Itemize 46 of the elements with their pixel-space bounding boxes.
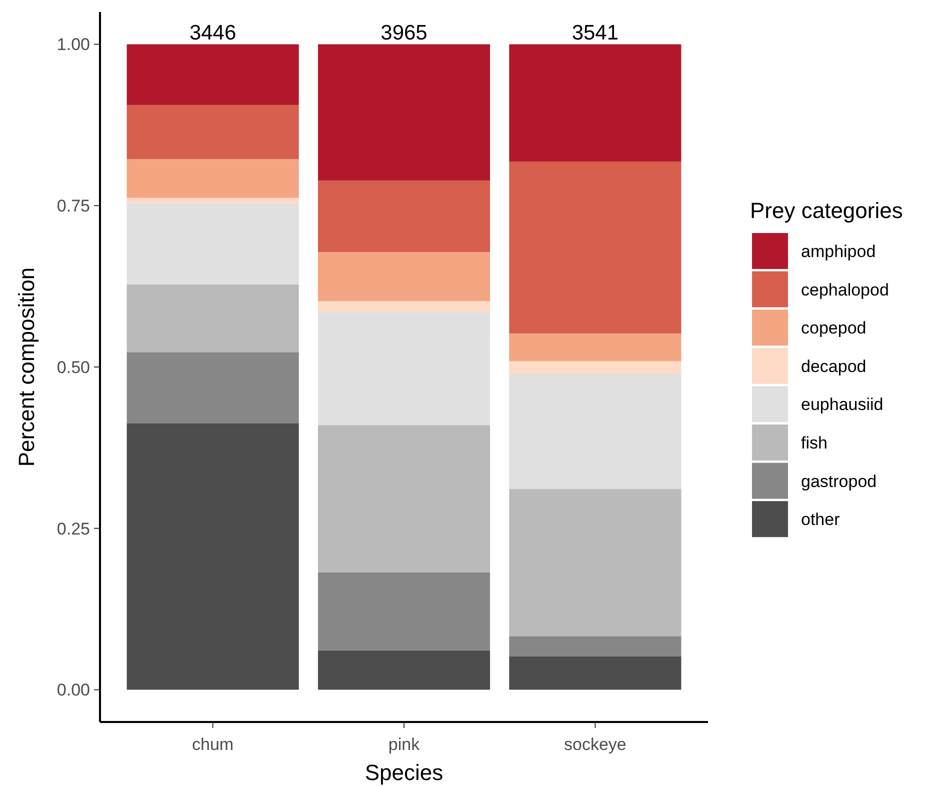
legend-label: decapod — [801, 356, 866, 376]
y-tick-label: 0.00 — [56, 680, 90, 700]
x-axis-title: Species — [364, 760, 444, 785]
bar — [509, 488, 682, 636]
y-tick-label: 1.00 — [56, 35, 90, 54]
y-tick-label: 0.25 — [56, 519, 90, 538]
bar — [126, 284, 299, 352]
bar — [318, 252, 490, 302]
bar — [509, 162, 682, 334]
y-axis-title: Percent composition — [14, 267, 39, 467]
bar — [318, 650, 490, 690]
x-tick-label: pink — [388, 735, 420, 754]
bar — [126, 159, 299, 198]
legend-label: amphipod — [801, 242, 876, 261]
bar — [318, 425, 490, 572]
bar — [126, 423, 299, 690]
legend-title: Prey categories — [750, 198, 903, 223]
bar — [126, 204, 299, 284]
bar — [318, 312, 490, 426]
bar — [318, 572, 490, 650]
legend-label: other — [801, 510, 840, 530]
legend-label: cephalopod — [801, 280, 889, 300]
annotation: 3965 — [380, 21, 428, 44]
bar — [509, 656, 682, 690]
bar — [509, 44, 682, 162]
y-tick-label: 0.50 — [56, 358, 90, 377]
bar — [318, 180, 490, 252]
bar — [126, 198, 299, 204]
bar — [509, 361, 682, 374]
bar — [318, 301, 490, 312]
legend-label: fish — [801, 433, 828, 452]
x-tick-label: chum — [192, 735, 234, 754]
bar — [509, 373, 682, 489]
bar — [126, 44, 299, 105]
x-tick-label: sockeye — [564, 735, 626, 754]
legend-label: euphausiid — [801, 395, 884, 414]
bar — [126, 104, 299, 160]
bar — [318, 44, 490, 180]
bar — [509, 333, 682, 362]
bar — [126, 352, 299, 424]
y-tick-label: 0.75 — [56, 196, 90, 216]
legend-label: copepod — [801, 318, 866, 338]
annotation: 3446 — [189, 21, 236, 44]
annotation: 3541 — [572, 21, 619, 44]
bar — [509, 636, 682, 656]
legend-label: gastropod — [801, 472, 877, 491]
